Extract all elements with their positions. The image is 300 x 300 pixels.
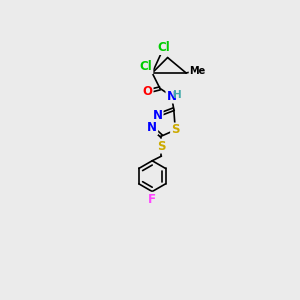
Text: Cl: Cl: [140, 60, 152, 73]
Text: O: O: [142, 85, 153, 98]
Text: N: N: [167, 90, 176, 103]
Text: S: S: [171, 123, 180, 136]
Text: N: N: [153, 109, 163, 122]
Text: H: H: [173, 90, 182, 100]
Text: Me: Me: [190, 66, 206, 76]
Text: N: N: [147, 121, 157, 134]
Text: Cl: Cl: [158, 41, 170, 54]
Text: F: F: [148, 193, 156, 206]
Text: S: S: [157, 140, 166, 153]
